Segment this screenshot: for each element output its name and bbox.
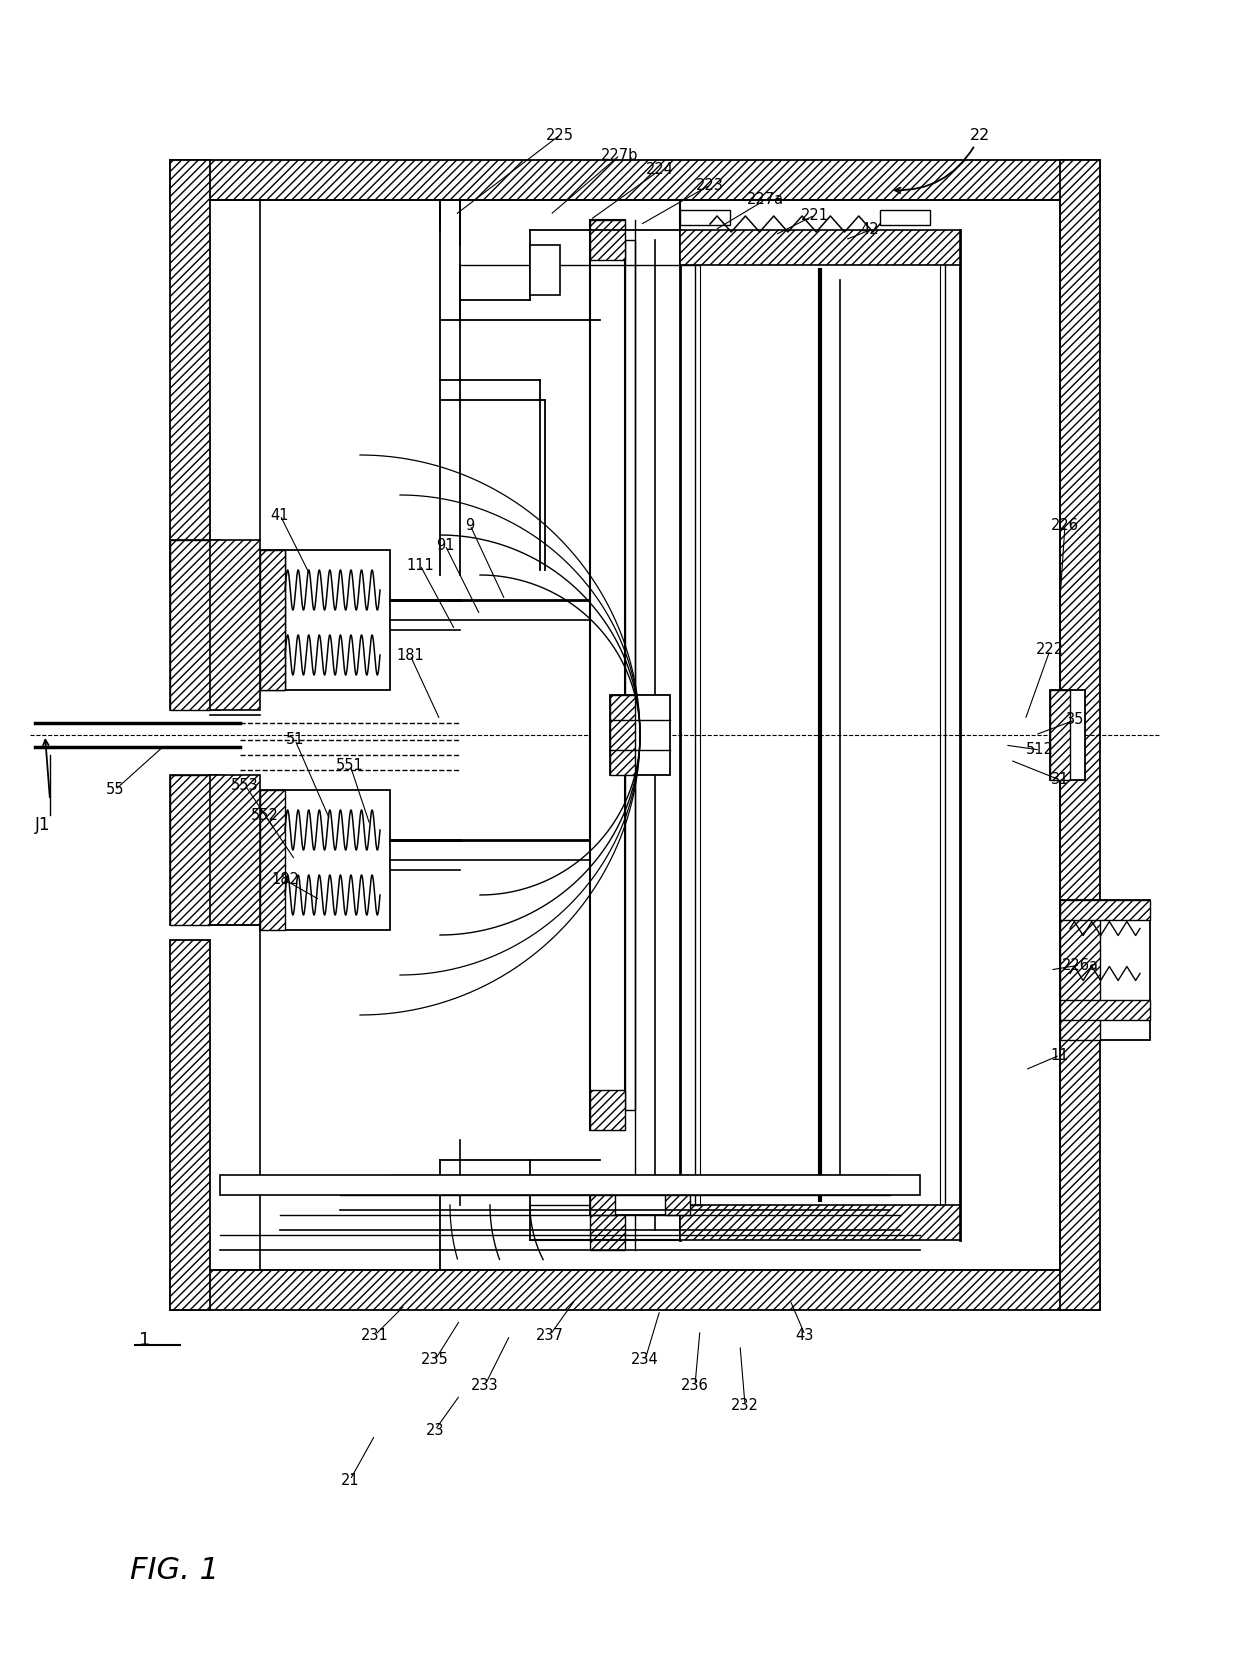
- Text: 226: 226: [1052, 518, 1079, 533]
- Bar: [175, 560, 210, 615]
- Text: 234: 234: [631, 1353, 658, 1368]
- Bar: [1050, 691, 1070, 779]
- Bar: [260, 789, 285, 930]
- Bar: [170, 540, 219, 711]
- Bar: [175, 799, 210, 855]
- Bar: [260, 550, 391, 691]
- Text: 236: 236: [681, 1378, 709, 1393]
- Text: 41: 41: [270, 508, 289, 523]
- Text: 226a: 226a: [1061, 957, 1099, 972]
- Bar: [1060, 1001, 1149, 1021]
- Text: 224: 224: [646, 163, 675, 178]
- Bar: [1060, 159, 1100, 1311]
- Text: 55: 55: [105, 783, 124, 798]
- Text: 35: 35: [1066, 712, 1084, 727]
- Bar: [170, 940, 210, 1311]
- Bar: [610, 696, 635, 774]
- Bar: [170, 540, 210, 711]
- Text: 227a: 227a: [746, 193, 784, 208]
- Text: 51: 51: [285, 732, 304, 747]
- Bar: [610, 696, 670, 774]
- Bar: [590, 220, 625, 1130]
- Text: 233: 233: [471, 1378, 498, 1393]
- Text: FIG. 1: FIG. 1: [130, 1555, 219, 1584]
- Bar: [590, 220, 625, 260]
- Text: 222: 222: [1035, 642, 1064, 657]
- Bar: [680, 230, 960, 265]
- Bar: [1060, 900, 1100, 1041]
- Text: 552: 552: [250, 808, 279, 823]
- Bar: [590, 1210, 625, 1250]
- Text: 111: 111: [407, 558, 434, 573]
- Text: 11: 11: [1050, 1048, 1069, 1063]
- Text: J1: J1: [35, 816, 51, 835]
- Bar: [680, 1205, 960, 1240]
- Bar: [590, 1180, 689, 1215]
- Text: 9: 9: [465, 518, 475, 533]
- Text: 227b: 227b: [601, 147, 639, 163]
- Text: 235: 235: [422, 1353, 449, 1368]
- Bar: [1060, 900, 1149, 1041]
- Bar: [590, 1089, 625, 1130]
- Bar: [210, 540, 260, 711]
- Bar: [210, 774, 260, 925]
- Bar: [665, 1180, 689, 1215]
- Bar: [1050, 691, 1085, 779]
- Text: 181: 181: [396, 647, 424, 662]
- Text: 231: 231: [361, 1327, 389, 1342]
- Bar: [170, 1270, 1100, 1311]
- Bar: [590, 1180, 615, 1215]
- Text: 21: 21: [341, 1473, 360, 1488]
- Bar: [625, 240, 635, 1110]
- Text: 512: 512: [1025, 742, 1054, 758]
- Text: 22: 22: [970, 127, 990, 142]
- Bar: [170, 159, 210, 580]
- Text: 221: 221: [801, 208, 830, 223]
- Text: 31: 31: [1050, 773, 1069, 788]
- Text: 1: 1: [139, 1331, 151, 1349]
- Bar: [210, 570, 260, 605]
- Text: 553: 553: [231, 778, 259, 793]
- Bar: [1060, 900, 1149, 920]
- Bar: [170, 159, 1100, 199]
- Bar: [680, 210, 730, 225]
- Text: 43: 43: [796, 1327, 815, 1342]
- Bar: [529, 245, 560, 295]
- Bar: [260, 550, 285, 691]
- Text: 182: 182: [272, 873, 299, 888]
- Text: 42: 42: [861, 223, 879, 238]
- Bar: [219, 1175, 920, 1195]
- Text: 223: 223: [696, 178, 724, 193]
- Text: 237: 237: [536, 1327, 564, 1342]
- Text: 225: 225: [546, 127, 574, 142]
- Bar: [260, 550, 285, 691]
- Bar: [260, 789, 391, 930]
- Bar: [170, 774, 219, 925]
- Bar: [210, 810, 260, 845]
- Text: 232: 232: [732, 1398, 759, 1413]
- Bar: [170, 774, 210, 925]
- Bar: [880, 210, 930, 225]
- Text: 91: 91: [435, 538, 454, 553]
- Text: 551: 551: [336, 758, 363, 773]
- Text: 23: 23: [425, 1423, 444, 1438]
